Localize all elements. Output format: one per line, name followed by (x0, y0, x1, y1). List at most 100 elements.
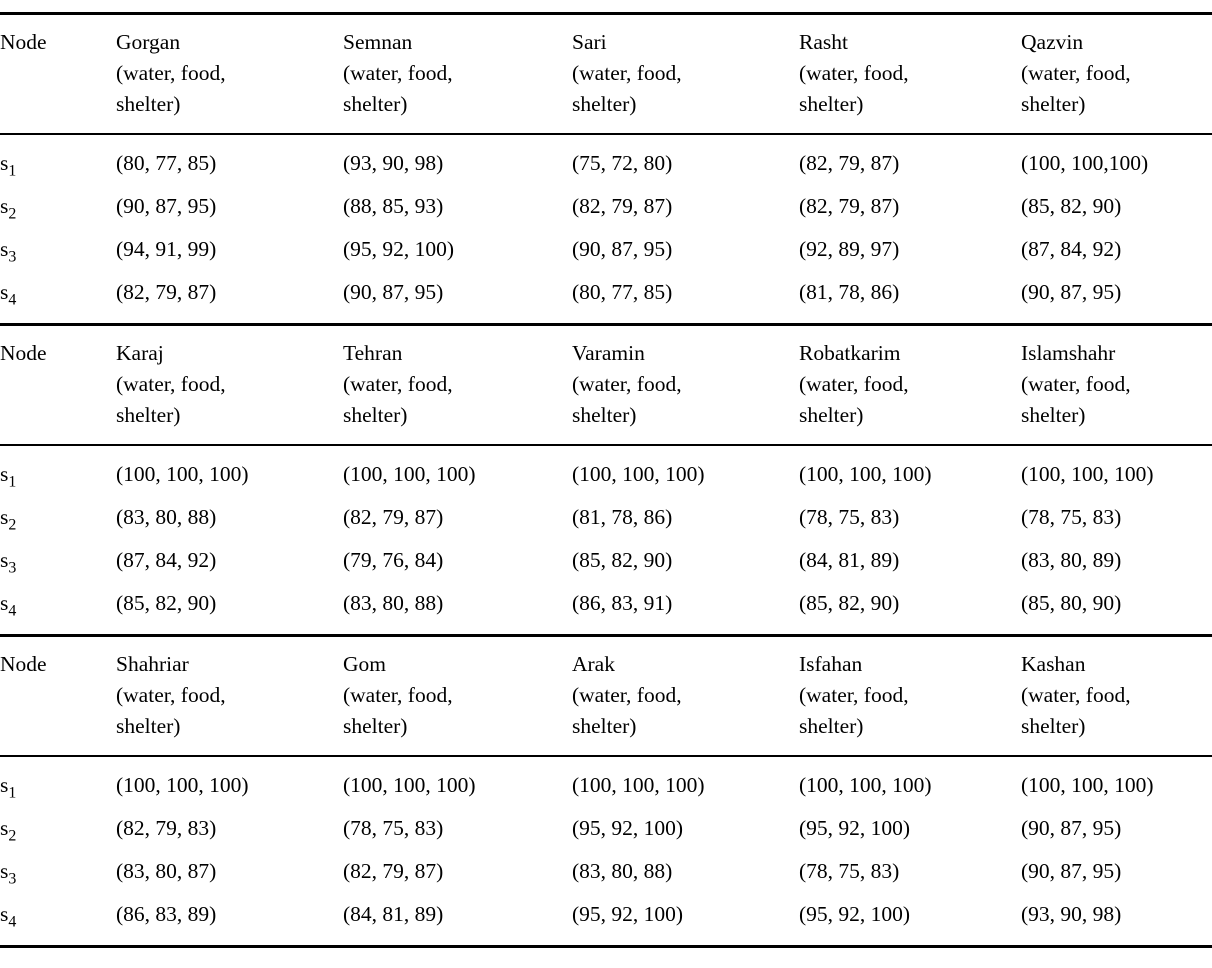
value-cell: (83, 80, 87) (116, 859, 217, 883)
value-cell: (87, 84, 92) (116, 548, 217, 572)
node-label: s3 (0, 228, 116, 271)
node-label-subscript: 3 (8, 559, 17, 577)
city-name: Semnan (343, 30, 413, 54)
city-column-header: Gorgan (water, food, shelter) (116, 12, 343, 135)
criteria-line: (water, food, (343, 683, 453, 707)
node-label: s4 (0, 271, 116, 325)
value-cell: (95, 92, 100) (572, 816, 684, 840)
city-name: Gorgan (116, 30, 181, 54)
value-cell: (100, 100,100) (1021, 151, 1149, 175)
value-cell: (83, 80, 88) (343, 591, 444, 615)
city-column-header: Isfahan (water, food, shelter) (799, 634, 1021, 757)
criteria-line: shelter) (116, 92, 181, 116)
node-label-letter: s (0, 237, 9, 261)
value-cell: (82, 79, 87) (799, 151, 900, 175)
criteria-line: shelter) (572, 403, 637, 427)
section-3-data: s1 (100, 100, 100) (100, 100, 100) (100, 10… (0, 756, 1212, 947)
node-label-letter: s (0, 505, 9, 529)
node-label-subscript: 2 (8, 205, 17, 223)
node-label: s3 (0, 539, 116, 582)
node-column-header: Node (0, 323, 116, 446)
criteria-line: (water, food, (1021, 683, 1131, 707)
criteria-line: (water, food, (116, 372, 226, 396)
table-row: s1 (100, 100, 100) (100, 100, 100) (100, 10… (0, 445, 1212, 496)
node-label: s2 (0, 185, 116, 228)
node-label: s2 (0, 807, 116, 850)
value-cell: (84, 81, 89) (799, 548, 900, 572)
node-label-subscript: 2 (8, 827, 17, 845)
value-cell: (85, 82, 90) (1021, 194, 1122, 218)
node-label-subscript: 1 (8, 784, 17, 802)
city-name: Karaj (116, 341, 164, 365)
city-column-header: Arak (water, food, shelter) (572, 634, 799, 757)
value-cell: (90, 87, 95) (1021, 816, 1122, 840)
value-cell: (81, 78, 86) (799, 280, 900, 304)
value-cell: (95, 92, 100) (799, 816, 911, 840)
value-cell: (82, 79, 87) (343, 859, 444, 883)
city-name: Sari (572, 30, 607, 54)
city-column-header: Rasht (water, food, shelter) (799, 12, 1021, 135)
value-cell: (90, 87, 95) (1021, 859, 1122, 883)
table-row: s2 (82, 79, 83) (78, 75, 83) (95, 92, 100)(… (0, 807, 1212, 850)
table-row: s4 (85, 82, 90) (83, 80, 88) (86, 83, 91) (8… (0, 582, 1212, 636)
value-cell: (83, 80, 88) (116, 505, 217, 529)
criteria-line: shelter) (1021, 92, 1086, 116)
value-cell: (85, 80, 90) (1021, 591, 1122, 615)
criteria-line: (water, food, (343, 61, 453, 85)
value-cell: (78, 75, 83) (343, 816, 444, 840)
section-1-header: Node Gorgan (water, food, shelter) Semnan (wa… (0, 12, 1212, 135)
criteria-line: shelter) (116, 714, 181, 738)
table-row: s3 (87, 84, 92) (79, 76, 84) (85, 82, 90) (8… (0, 539, 1212, 582)
node-label-subscript: 3 (8, 870, 17, 888)
node-label-letter: s (0, 151, 9, 175)
node-label-letter: s (0, 773, 9, 797)
node-column-header: Node (0, 12, 116, 135)
node-label-letter: s (0, 859, 9, 883)
value-cell: (81, 78, 86) (572, 505, 673, 529)
table-row: s4 (86, 83, 89) (84, 81, 89) (95, 92, 100)(… (0, 893, 1212, 947)
city-name: Isfahan (799, 652, 863, 676)
value-cell: (95, 92, 100) (572, 902, 684, 926)
value-cell: (100, 100, 100) (116, 773, 249, 797)
node-label-letter: s (0, 591, 9, 615)
value-cell: (90, 87, 95) (572, 237, 673, 261)
city-column-header: Robatkarim (water, food, shelter) (799, 323, 1021, 446)
node-label-subscript: 4 (8, 913, 17, 931)
node-label: s4 (0, 893, 116, 947)
criteria-line: shelter) (1021, 714, 1086, 738)
section-2-data: s1 (100, 100, 100) (100, 100, 100) (100, 10… (0, 445, 1212, 636)
paper-table-container: Node Gorgan (water, food, shelter) Semnan (wa… (0, 12, 1212, 948)
node-label-letter: s (0, 548, 9, 572)
header-row: Node Shahriar (water, food, shelter) Gom (wat… (0, 634, 1212, 757)
city-name: Islamshahr (1021, 341, 1116, 365)
city-name: Robatkarim (799, 341, 901, 365)
criteria-line: (water, food, (799, 61, 909, 85)
criteria-line: shelter) (799, 403, 864, 427)
city-name: Varamin (572, 341, 645, 365)
criteria-line: shelter) (343, 92, 408, 116)
node-label-subscript: 4 (8, 602, 17, 620)
value-cell: (79, 76, 84) (343, 548, 444, 572)
value-cell: (82, 79, 87) (799, 194, 900, 218)
value-cell: (80, 77, 85) (572, 280, 673, 304)
criteria-line: shelter) (572, 714, 637, 738)
value-cell: (100, 100, 100) (343, 462, 476, 486)
node-label-subscript: 4 (8, 291, 17, 309)
value-cell: (80, 77, 85) (116, 151, 217, 175)
city-name: Arak (572, 652, 615, 676)
table-row: s1 (80, 77, 85) (93, 90, 98) (75, 72, 80) (8… (0, 134, 1212, 185)
value-cell: (90, 87, 95) (343, 280, 444, 304)
city-name: Kashan (1021, 652, 1086, 676)
city-column-header: Semnan (water, food, shelter) (343, 12, 572, 135)
table-row: s4 (82, 79, 87) (90, 87, 95) (80, 77, 85) (8… (0, 271, 1212, 325)
value-cell: (83, 80, 89) (1021, 548, 1122, 572)
criteria-line: (water, food, (116, 61, 226, 85)
node-label-letter: s (0, 816, 9, 840)
value-cell: (100, 100, 100) (799, 462, 932, 486)
value-cell: (75, 72, 80) (572, 151, 673, 175)
city-column-header: Shahriar (water, food, shelter) (116, 634, 343, 757)
criteria-line: shelter) (799, 714, 864, 738)
value-cell: (93, 90, 98) (343, 151, 444, 175)
city-name: Rasht (799, 30, 848, 54)
table-row: s3 (83, 80, 87) (82, 79, 87) (83, 80, 88) (7… (0, 850, 1212, 893)
